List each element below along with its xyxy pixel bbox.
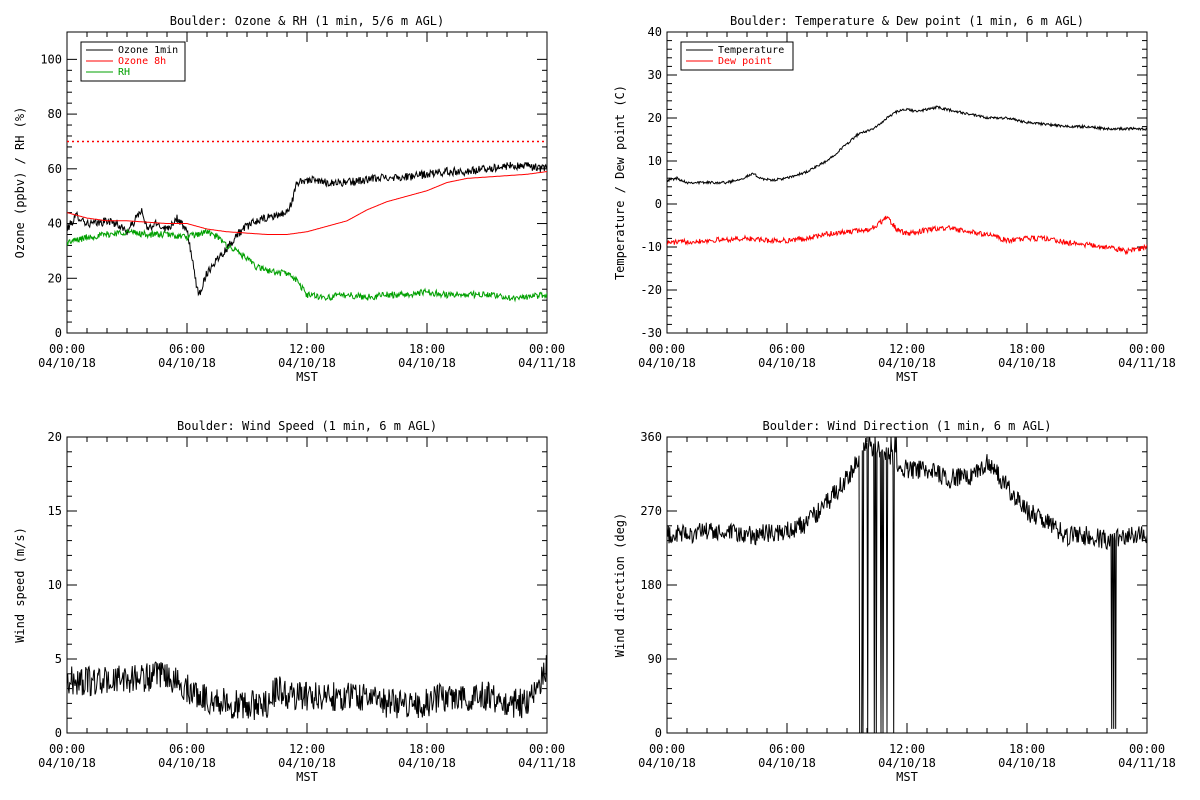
x-tick-time-label: 00:00 — [49, 342, 85, 356]
x-tick-date-label: 04/10/18 — [638, 756, 696, 770]
x-tick-date-label: 04/10/18 — [278, 356, 336, 370]
legend-box — [680, 41, 794, 71]
y-tick-label: 0 — [655, 197, 662, 211]
series-line-rh — [67, 228, 547, 303]
x-tick-date-label: 04/10/18 — [38, 356, 96, 370]
y-tick-label: 40 — [48, 217, 62, 231]
x-tick-time-label: 18:00 — [409, 342, 445, 356]
y-axis-label: Ozone (ppbv) / RH (%) — [13, 107, 27, 259]
series-line-ozone-1min — [67, 161, 547, 297]
x-tick-date-label: 04/10/18 — [398, 356, 456, 370]
y-tick-label: -20 — [640, 283, 662, 297]
y-tick-label: 0 — [55, 726, 62, 740]
y-axis-label: Wind speed (m/s) — [13, 527, 27, 643]
x-tick-date-label: 04/10/18 — [878, 356, 936, 370]
wind-direction-panel: Boulder: Wind Direction (1 min, 6 m AGL)… — [613, 419, 1176, 784]
x-axis-label: MST — [896, 770, 918, 784]
plot-frame — [666, 436, 1148, 734]
y-tick-label: 30 — [648, 68, 662, 82]
y-tick-label: 180 — [640, 578, 662, 592]
x-tick-date-label: 04/11/18 — [518, 356, 576, 370]
x-tick-date-label: 04/10/18 — [878, 756, 936, 770]
y-tick-label: 5 — [55, 652, 62, 666]
y-tick-label: 60 — [48, 162, 62, 176]
x-axis-label: MST — [896, 370, 918, 384]
x-tick-date-label: 04/10/18 — [38, 756, 96, 770]
x-tick-time-label: 00:00 — [529, 742, 565, 756]
x-tick-date-label: 04/11/18 — [518, 756, 576, 770]
x-tick-time-label: 00:00 — [529, 342, 565, 356]
legend-entry-label: Dew point — [718, 56, 772, 67]
x-tick-time-label: 00:00 — [1129, 342, 1165, 356]
y-axis-label: Temperature / Dew point (C) — [613, 85, 627, 280]
y-tick-label: -30 — [640, 326, 662, 340]
chart-title: Boulder: Ozone & RH (1 min, 5/6 m AGL) — [170, 14, 445, 28]
x-tick-time-label: 00:00 — [49, 742, 85, 756]
series-line-temperature — [667, 105, 1147, 186]
temperature-dewpoint-panel: Boulder: Temperature & Dew point (1 min,… — [613, 14, 1176, 384]
y-tick-label: 270 — [640, 504, 662, 518]
y-tick-label: 90 — [648, 652, 662, 666]
x-tick-time-label: 06:00 — [169, 342, 205, 356]
series-line-data — [67, 655, 547, 721]
y-tick-label: 10 — [648, 154, 662, 168]
x-tick-date-label: 04/10/18 — [158, 356, 216, 370]
y-axis-label: Wind direction (deg) — [613, 513, 627, 658]
x-tick-date-label: 04/10/18 — [758, 756, 816, 770]
x-tick-date-label: 04/10/18 — [158, 756, 216, 770]
chart-title: Boulder: Wind Speed (1 min, 6 m AGL) — [177, 419, 437, 433]
legend-entry-label: Ozone 8h — [118, 56, 166, 67]
x-axis-label: MST — [296, 370, 318, 384]
plot-frame — [666, 31, 1148, 334]
chart-title: Boulder: Wind Direction (1 min, 6 m AGL) — [763, 419, 1052, 433]
ozone-rh-panel: Boulder: Ozone & RH (1 min, 5/6 m AGL) 0 2… — [13, 14, 576, 384]
y-tick-label: 80 — [48, 107, 62, 121]
x-tick-time-label: 06:00 — [769, 342, 805, 356]
x-tick-time-label: 18:00 — [409, 742, 445, 756]
x-tick-date-label: 04/10/18 — [758, 356, 816, 370]
y-tick-label: 360 — [640, 430, 662, 444]
x-axis-label: MST — [296, 770, 318, 784]
x-tick-time-label: 06:00 — [769, 742, 805, 756]
x-tick-date-label: 04/10/18 — [638, 356, 696, 370]
y-tick-label: -10 — [640, 240, 662, 254]
series-line-dew-point — [667, 215, 1147, 256]
legend-entry-label: RH — [118, 67, 130, 78]
legend-entry-label: Ozone 1min — [118, 45, 178, 56]
plot-frame — [66, 436, 548, 734]
x-tick-date-label: 04/11/18 — [1118, 756, 1176, 770]
wind-speed-panel: Boulder: Wind Speed (1 min, 6 m AGL) 0 5 10… — [13, 419, 576, 784]
x-tick-time-label: 00:00 — [649, 342, 685, 356]
x-tick-date-label: 04/10/18 — [278, 756, 336, 770]
series-line-data — [667, 437, 1147, 733]
chart-title: Boulder: Temperature & Dew point (1 min,… — [730, 14, 1084, 28]
y-tick-label: 0 — [655, 726, 662, 740]
x-tick-time-label: 12:00 — [289, 342, 325, 356]
x-tick-date-label: 04/10/18 — [398, 756, 456, 770]
x-tick-time-label: 00:00 — [1129, 742, 1165, 756]
x-tick-time-label: 00:00 — [649, 742, 685, 756]
x-tick-date-label: 04/10/18 — [998, 756, 1056, 770]
legend-entry-label: Temperature — [718, 45, 784, 56]
x-tick-time-label: 12:00 — [889, 342, 925, 356]
x-tick-time-label: 12:00 — [889, 742, 925, 756]
x-tick-date-label: 04/10/18 — [998, 356, 1056, 370]
y-tick-label: 15 — [48, 504, 62, 518]
x-tick-time-label: 12:00 — [289, 742, 325, 756]
y-tick-label: 40 — [648, 25, 662, 39]
x-tick-time-label: 18:00 — [1009, 742, 1045, 756]
x-tick-date-label: 04/11/18 — [1118, 356, 1176, 370]
y-tick-label: 20 — [48, 430, 62, 444]
y-tick-label: 20 — [648, 111, 662, 125]
x-tick-time-label: 18:00 — [1009, 342, 1045, 356]
y-tick-label: 0 — [55, 326, 62, 340]
y-tick-label: 10 — [48, 578, 62, 592]
y-tick-label: 100 — [40, 52, 62, 66]
series-line-ozone-8h — [67, 171, 547, 235]
y-tick-label: 20 — [48, 271, 62, 285]
x-tick-time-label: 06:00 — [169, 742, 205, 756]
